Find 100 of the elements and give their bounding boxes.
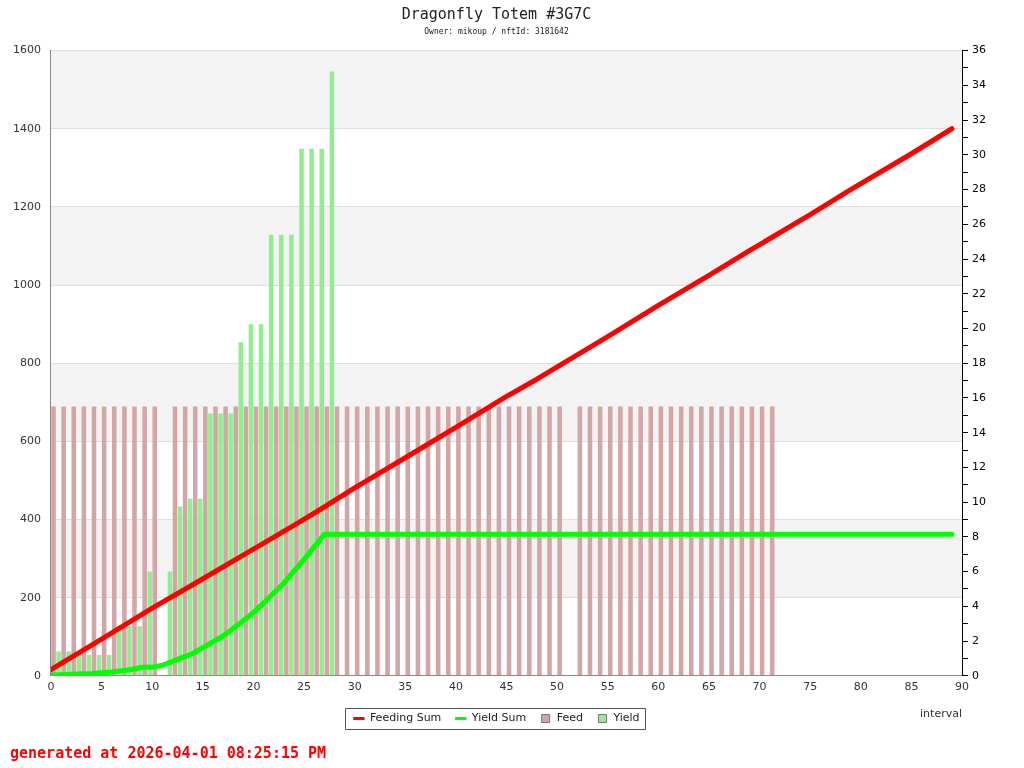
x-tick-label: 45 <box>499 680 514 694</box>
legend-label: Yield Sum <box>470 711 527 725</box>
x-tick-label: 15 <box>195 680 210 694</box>
x-tick-label: 0 <box>47 680 55 694</box>
bar <box>218 413 223 676</box>
y-tick-label: 1200 <box>12 199 41 213</box>
bar <box>365 406 370 676</box>
bar <box>132 406 137 676</box>
y2-tick-label: 14 <box>972 425 986 439</box>
bar <box>213 406 218 676</box>
bar <box>304 406 309 676</box>
bar <box>137 626 142 676</box>
chart-title: Dragonfly Totem #3G7C <box>401 4 592 23</box>
y2-tick-label: 18 <box>972 356 986 370</box>
bar <box>527 406 532 676</box>
bar <box>279 234 284 676</box>
bar <box>223 406 228 676</box>
x-tick-label: 60 <box>651 680 666 694</box>
y-tick-label: 200 <box>19 590 41 604</box>
x-tick-label: 80 <box>853 680 868 694</box>
bar <box>152 406 158 676</box>
bar <box>476 406 481 676</box>
bar <box>294 406 299 676</box>
y2-tick-label: 12 <box>972 460 986 474</box>
bar <box>228 413 233 676</box>
y-tick-label: 0 <box>33 668 41 682</box>
x-tick-label: 30 <box>347 680 362 694</box>
y2-tick-label: 8 <box>972 529 979 543</box>
y2-tick-label: 34 <box>972 78 986 92</box>
y2-tick-label: 30 <box>972 147 986 161</box>
bar <box>607 406 613 676</box>
y2-tick-label: 32 <box>972 112 986 126</box>
x-tick-label: 20 <box>246 680 261 694</box>
bar <box>395 406 400 676</box>
x-tick-label: 5 <box>98 680 106 694</box>
x-tick-label: 65 <box>701 680 716 694</box>
x-tick-label: 85 <box>904 680 919 694</box>
bar <box>127 626 132 676</box>
bar <box>375 406 380 676</box>
bar <box>446 406 451 676</box>
bar <box>719 406 724 676</box>
bar <box>456 406 461 676</box>
bar <box>309 148 314 676</box>
bar <box>203 406 208 676</box>
bar <box>699 406 704 676</box>
bar <box>299 148 304 676</box>
y2-tick-label: 4 <box>972 599 979 613</box>
x-tick-label: 70 <box>752 680 767 694</box>
bar <box>192 406 198 676</box>
bar <box>198 498 203 676</box>
x-tick-label: 90 <box>955 680 969 694</box>
bar <box>648 406 654 676</box>
y2-tick-label: 26 <box>972 217 986 231</box>
y2-tick-label: 22 <box>972 286 986 300</box>
x-tick-label: 25 <box>297 680 312 694</box>
y-tick-label: 1000 <box>12 277 41 291</box>
bar <box>319 148 325 676</box>
bar <box>547 406 552 676</box>
bar <box>729 406 734 676</box>
y2-tick-label: 2 <box>972 633 979 647</box>
legend-label: Yield <box>612 711 640 725</box>
bar <box>142 406 147 676</box>
y2-tick-label: 6 <box>972 564 979 578</box>
bar <box>628 406 633 676</box>
x-tick-label: 55 <box>600 680 615 694</box>
bar <box>618 406 623 676</box>
bar <box>314 406 319 676</box>
y-tick-label: 800 <box>19 356 41 370</box>
chart-subtitle: Owner: mikoup / nftId: 3181642 <box>424 26 569 36</box>
y-tick-label: 1600 <box>12 43 41 57</box>
y2-tick-label: 16 <box>972 390 986 404</box>
y-tick-label: 1400 <box>12 121 41 135</box>
text: generated at 2026-04-01 08:25:15 PM <box>10 744 327 762</box>
x-tick-label: 50 <box>550 680 565 694</box>
y-tick-label: 400 <box>19 512 41 526</box>
bar <box>111 406 117 676</box>
bar <box>208 413 213 676</box>
bar <box>557 406 562 676</box>
y2-tick-label: 36 <box>972 43 986 57</box>
bar <box>537 406 542 676</box>
legend-label: Feeding Sum <box>369 711 442 725</box>
x-tick-label: 10 <box>145 680 160 694</box>
bar <box>289 234 294 676</box>
bar <box>709 406 714 676</box>
x-tick-label: 35 <box>398 680 413 694</box>
y2-tick-label: 24 <box>972 251 986 265</box>
bar <box>638 406 643 676</box>
bar <box>122 406 127 676</box>
y-tick-label: 600 <box>19 434 41 448</box>
x-tick-label: 40 <box>448 680 463 694</box>
y2-tick-label: 28 <box>972 182 986 196</box>
bar <box>385 406 390 676</box>
x-axis-title: interval <box>920 706 962 720</box>
legend-label: Feed <box>556 711 583 725</box>
bar <box>233 406 238 676</box>
y2-tick-label: 10 <box>972 494 986 508</box>
x-tick-label: 75 <box>803 680 818 694</box>
y2-tick-label: 20 <box>972 321 986 335</box>
bar <box>688 406 694 676</box>
bar <box>284 406 289 676</box>
